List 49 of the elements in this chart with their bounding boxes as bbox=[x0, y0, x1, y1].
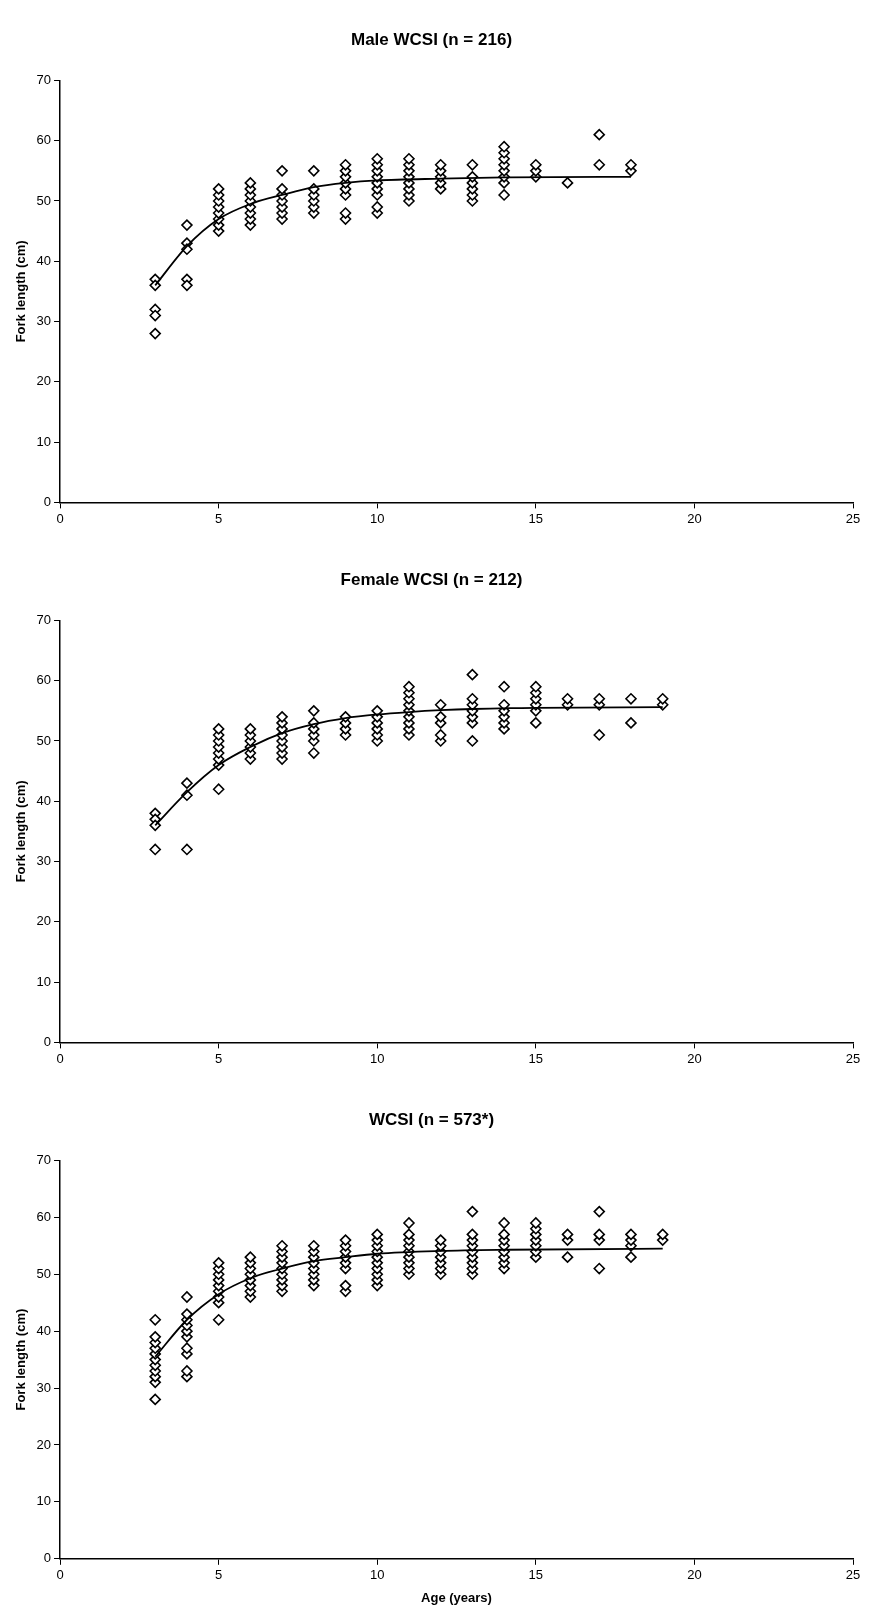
y-tick-label: 20 bbox=[36, 1436, 52, 1452]
x-tick-label: 0 bbox=[56, 1050, 64, 1066]
y-tick-label: 30 bbox=[36, 313, 52, 329]
x-tick-label: 10 bbox=[370, 1050, 385, 1066]
y-tick-label: 30 bbox=[36, 1379, 52, 1395]
x-axis-title: Age (years) bbox=[421, 1589, 492, 1605]
chart-title: Female WCSI (n = 212) bbox=[340, 569, 523, 589]
y-tick-label: 30 bbox=[36, 853, 52, 869]
x-tick-label: 25 bbox=[845, 510, 861, 526]
x-tick-label: 25 bbox=[845, 1050, 861, 1066]
y-tick-label: 20 bbox=[36, 913, 52, 929]
y-tick-label: 50 bbox=[36, 1265, 52, 1281]
y-tick-label: 10 bbox=[36, 433, 52, 449]
y-tick-label: 60 bbox=[36, 132, 52, 148]
x-tick-label: 25 bbox=[845, 1567, 861, 1583]
y-tick-label: 70 bbox=[36, 71, 52, 87]
y-axis-title: Fork length (cm) bbox=[13, 240, 29, 343]
x-tick-label: 15 bbox=[528, 1567, 544, 1583]
y-tick-label: 70 bbox=[36, 1151, 52, 1167]
x-tick-label: 10 bbox=[370, 510, 385, 526]
x-tick-label: 5 bbox=[215, 1050, 223, 1066]
x-tick-label: 10 bbox=[370, 1567, 385, 1583]
y-tick-label: 40 bbox=[36, 792, 52, 808]
chart-title: Male WCSI (n = 216) bbox=[350, 29, 513, 49]
y-axis-title: Fork length (cm) bbox=[13, 1308, 29, 1411]
x-tick-label: 5 bbox=[215, 510, 223, 526]
x-tick-label: 5 bbox=[215, 1567, 223, 1583]
y-tick-label: 20 bbox=[36, 373, 52, 389]
x-tick-label: 0 bbox=[56, 510, 64, 526]
chart-title: WCSI (n = 573*) bbox=[368, 1109, 495, 1129]
y-axis-title: Fork length (cm) bbox=[13, 780, 29, 883]
y-tick-label: 10 bbox=[36, 973, 52, 989]
y-tick-label: 40 bbox=[36, 252, 52, 268]
y-tick-label: 0 bbox=[43, 493, 52, 509]
x-tick-label: 15 bbox=[528, 1050, 544, 1066]
y-tick-label: 50 bbox=[36, 192, 52, 208]
y-tick-label: 60 bbox=[36, 1208, 52, 1224]
x-tick-label: 20 bbox=[687, 510, 702, 526]
y-tick-label: 60 bbox=[36, 672, 52, 688]
y-tick-label: 50 bbox=[36, 732, 52, 748]
x-tick-label: 15 bbox=[528, 510, 544, 526]
y-tick-label: 0 bbox=[43, 1033, 52, 1049]
y-tick-label: 40 bbox=[36, 1322, 52, 1338]
x-tick-label: 20 bbox=[687, 1567, 702, 1583]
x-tick-label: 20 bbox=[687, 1050, 702, 1066]
y-tick-label: 70 bbox=[36, 611, 52, 627]
x-tick-label: 0 bbox=[56, 1567, 64, 1583]
y-tick-label: 0 bbox=[43, 1550, 52, 1566]
y-tick-label: 10 bbox=[36, 1493, 52, 1509]
